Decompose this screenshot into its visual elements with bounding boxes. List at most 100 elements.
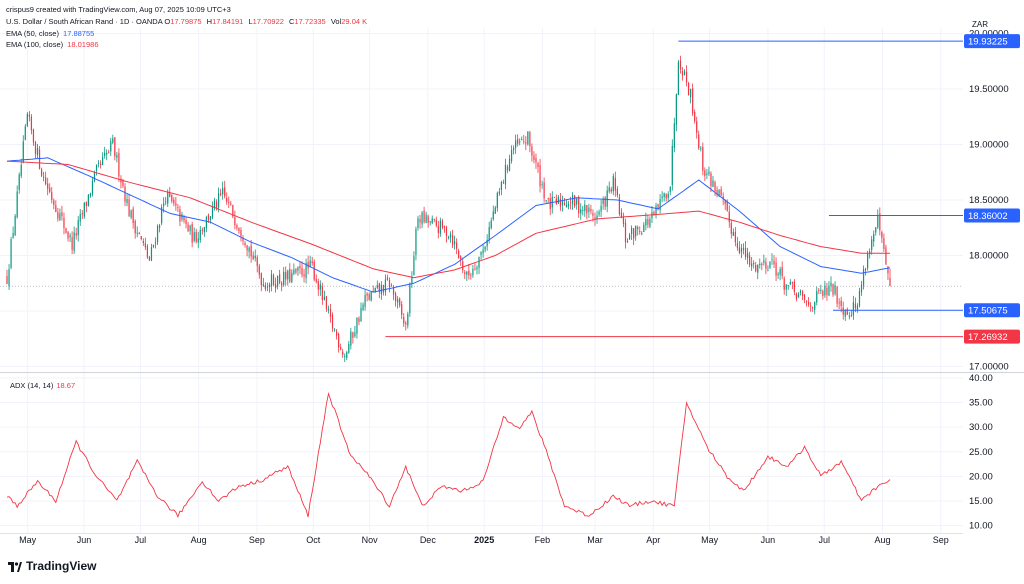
candle — [57, 208, 59, 222]
candle-body — [238, 227, 240, 232]
candle-body — [690, 88, 692, 98]
ema100-legend[interactable]: EMA (100, close) 18.01986 — [6, 40, 99, 49]
candle — [43, 171, 45, 182]
candle — [602, 196, 604, 210]
candle-body — [189, 225, 191, 232]
candle — [106, 149, 108, 161]
candle — [181, 211, 183, 222]
candle — [270, 269, 273, 292]
high-value: 17.84191 — [212, 17, 244, 26]
candle-body — [624, 222, 627, 243]
candle-body — [635, 225, 637, 237]
candle-body — [492, 211, 494, 220]
candle — [14, 214, 16, 237]
candle — [608, 181, 610, 194]
candle — [6, 269, 8, 285]
candle-body — [700, 148, 702, 150]
candle — [767, 265, 769, 272]
candle — [423, 206, 425, 224]
candle-body — [173, 199, 175, 204]
candle-body — [323, 296, 326, 300]
candle-body — [415, 228, 417, 255]
candle-body — [299, 265, 301, 269]
candle — [840, 296, 842, 313]
candle-body — [18, 174, 20, 190]
candle — [362, 302, 364, 312]
candle-body — [354, 332, 356, 337]
candle-body — [315, 278, 317, 282]
candle — [401, 300, 403, 320]
candle — [140, 236, 142, 241]
candle-body — [390, 285, 393, 287]
candle — [449, 231, 452, 243]
candle — [266, 282, 269, 292]
candle — [307, 255, 309, 275]
candle — [631, 225, 633, 240]
candle-body — [889, 277, 891, 287]
candle — [132, 206, 134, 229]
candle-body — [242, 237, 244, 242]
candle — [364, 289, 366, 311]
candle — [563, 197, 566, 206]
candle — [751, 257, 753, 271]
candle-body — [213, 200, 216, 209]
candle-body — [244, 243, 246, 245]
candle — [439, 217, 441, 237]
candle-body — [594, 217, 596, 220]
candle — [335, 328, 338, 340]
candle-body — [712, 180, 714, 187]
candle — [315, 274, 317, 284]
candle — [165, 196, 167, 206]
candle-body — [382, 284, 385, 293]
candle-body — [34, 142, 37, 155]
candle-body — [598, 211, 600, 215]
candle-body — [875, 227, 877, 233]
candle — [69, 232, 71, 243]
candle-body — [696, 121, 698, 133]
price-label-bg — [964, 303, 1020, 318]
candle-body — [417, 218, 419, 228]
candle-body — [647, 219, 649, 225]
candle — [871, 235, 873, 255]
candle-body — [340, 347, 342, 350]
candle-body — [692, 88, 694, 114]
candle-body — [710, 173, 712, 187]
candle — [844, 309, 846, 321]
adx-legend[interactable]: ADX (14, 14) 18.67 — [10, 381, 76, 390]
candle-body — [610, 189, 612, 192]
ema-lines — [6, 157, 891, 293]
candle — [193, 227, 195, 243]
candle-body — [226, 198, 228, 202]
candle-body — [470, 274, 472, 276]
tradingview-logo[interactable]: TradingView — [8, 559, 96, 573]
candle — [47, 177, 49, 196]
ema50-legend[interactable]: EMA (50, close) 17.88755 — [6, 29, 95, 38]
candle-body — [814, 302, 816, 310]
candle-body — [602, 198, 604, 205]
candle — [230, 200, 232, 206]
candle — [604, 195, 606, 210]
candle — [836, 285, 838, 308]
candle-body — [114, 137, 116, 157]
candle-body — [523, 141, 525, 143]
candle — [224, 180, 226, 199]
candle-body — [569, 202, 572, 204]
candle-body — [842, 307, 844, 315]
candle-body — [871, 239, 873, 250]
candle — [340, 343, 342, 351]
candle-body — [828, 285, 830, 296]
candle — [714, 180, 716, 196]
candle — [793, 279, 795, 296]
candle — [185, 217, 187, 229]
candle — [810, 302, 812, 312]
candle-body — [622, 216, 625, 224]
candle-body — [537, 163, 539, 168]
candle-body — [462, 261, 464, 271]
candle — [138, 231, 140, 235]
candle-body — [102, 157, 104, 166]
candle-body — [812, 307, 814, 309]
candle — [291, 269, 293, 284]
candle-body — [458, 250, 460, 258]
candle-body — [423, 210, 425, 223]
